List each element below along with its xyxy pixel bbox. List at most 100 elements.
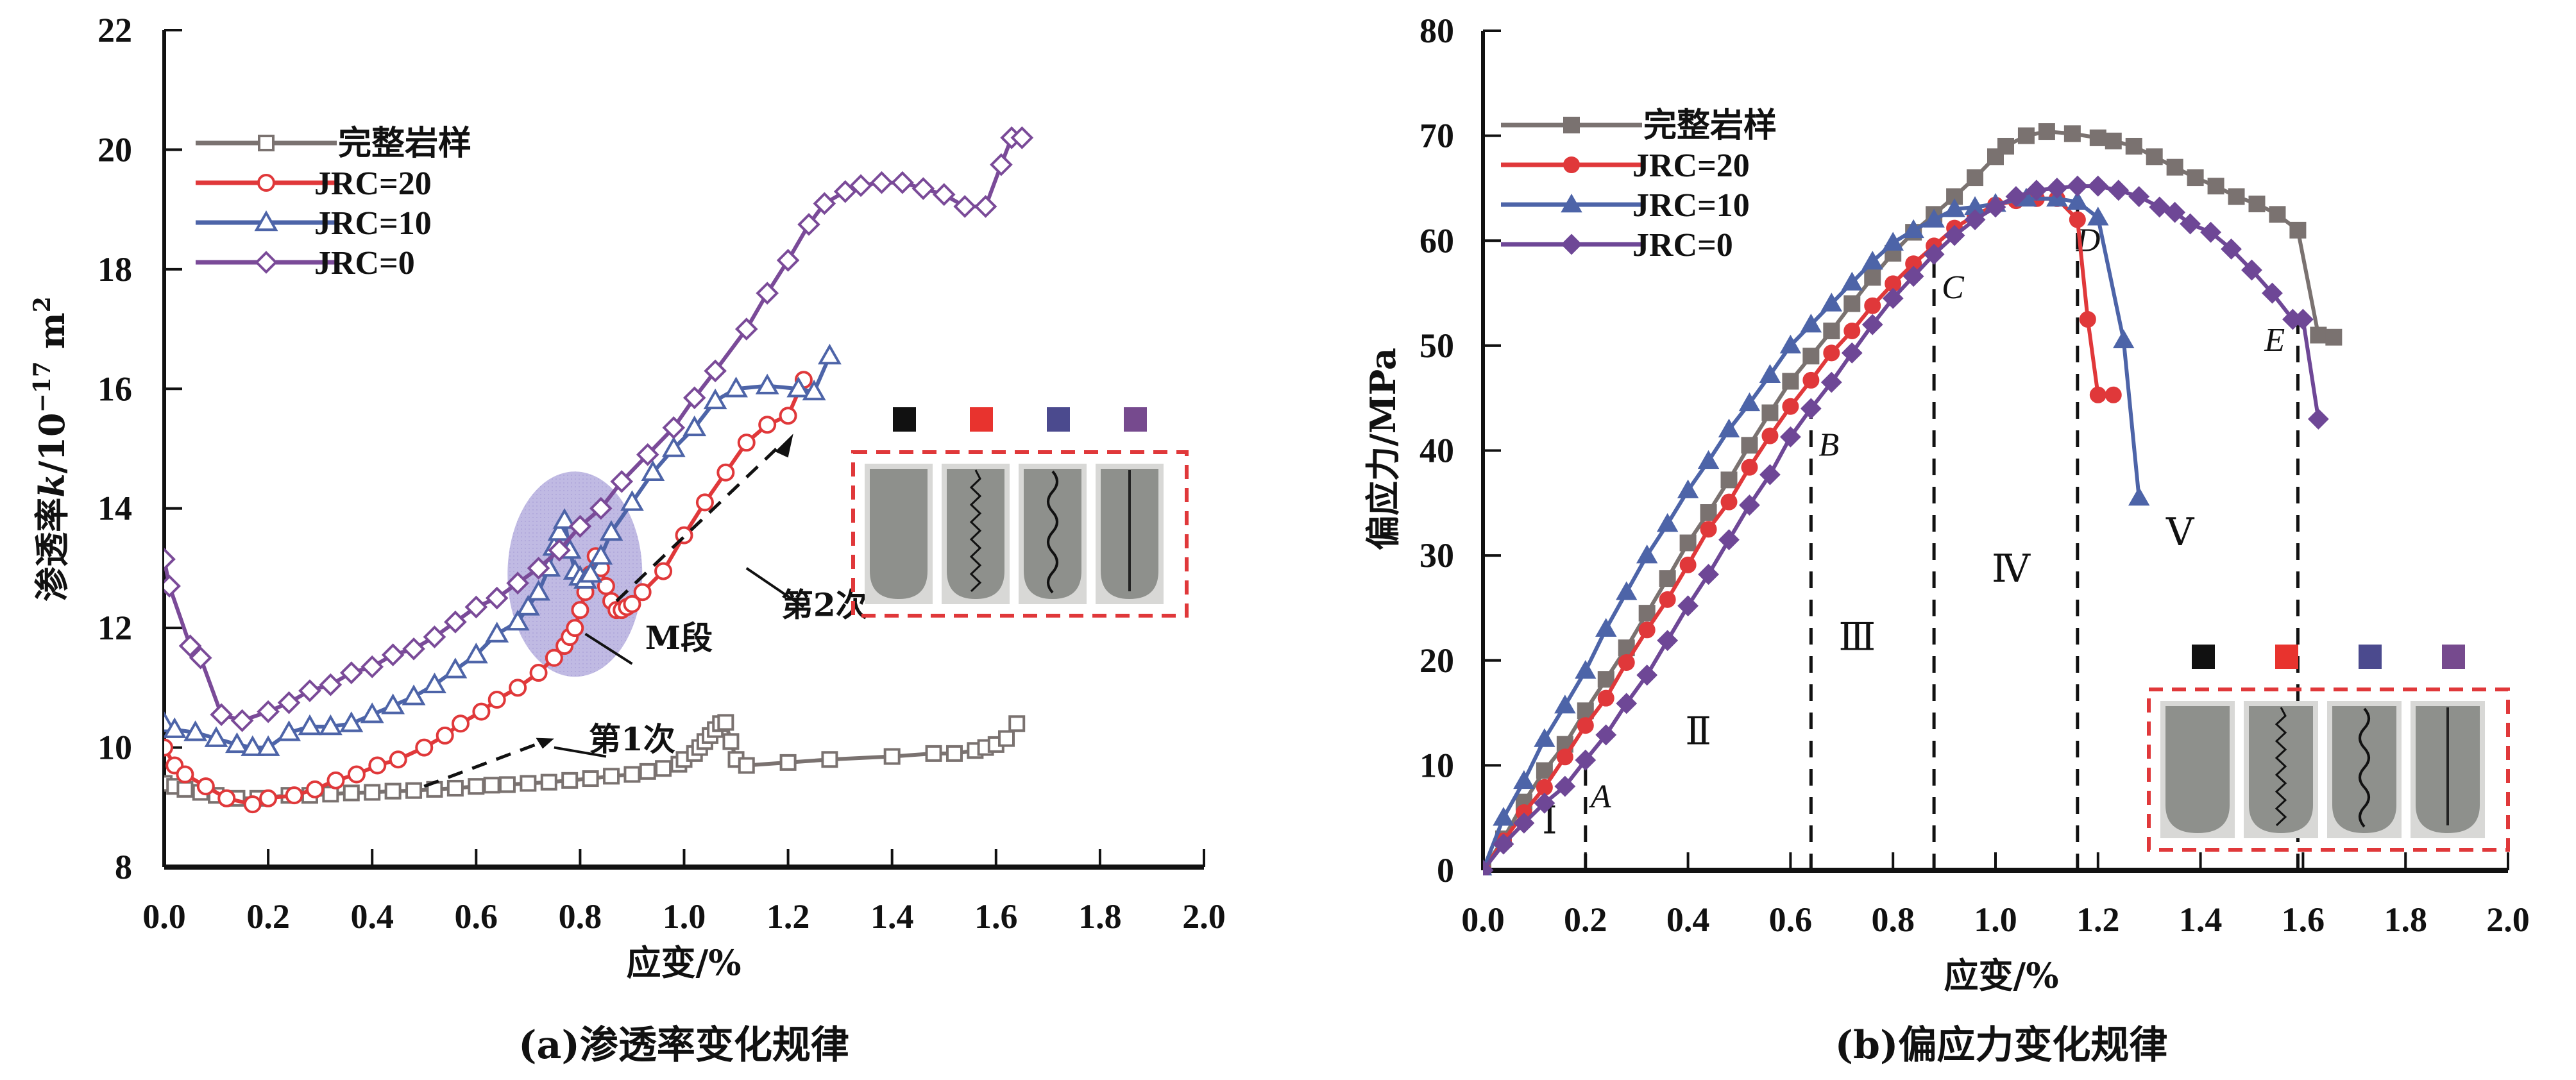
data-point [1923, 208, 1945, 228]
data-point [277, 691, 301, 714]
data-point [1802, 371, 1820, 389]
data-point [891, 171, 914, 194]
data-point [2187, 169, 2204, 187]
data-point [176, 765, 194, 784]
x-tick-label: 0.6 [455, 897, 498, 936]
rock-sample-photo [2244, 701, 2318, 838]
data-point [925, 745, 942, 762]
series-完整岩样 [164, 714, 1026, 807]
data-point [2105, 386, 2122, 403]
data-point [1782, 398, 1799, 415]
data-point [623, 766, 641, 783]
data-point [1493, 807, 1514, 826]
data-point [1010, 126, 1034, 149]
legend-marker [254, 210, 278, 232]
x-tick-label: 0.8 [559, 897, 602, 936]
data-point [722, 733, 740, 750]
y-tick-label: 60 [1419, 221, 1454, 260]
data-point [548, 539, 571, 562]
data-point [464, 595, 488, 619]
legend-label: JRC=10 [314, 205, 432, 242]
data-point [1985, 196, 2006, 218]
data-point [1800, 398, 1822, 419]
inset-frame [851, 450, 1189, 618]
data-point [1902, 266, 1924, 287]
arrow-head-icon [775, 434, 793, 458]
data-point [2089, 386, 2106, 403]
data-point [1597, 689, 1614, 707]
y-tick-label: 20 [97, 130, 132, 169]
legend-label: JRC=0 [314, 245, 415, 282]
data-point [1493, 833, 1514, 855]
data-point [1616, 693, 1638, 714]
data-point [1823, 322, 1840, 339]
data-point [1800, 314, 1822, 333]
rock-cylinder [2165, 706, 2230, 833]
data-point [298, 714, 322, 736]
data-point [1861, 314, 1883, 335]
data-point [1556, 748, 1573, 766]
swatch-icon [970, 407, 993, 432]
data-point [298, 679, 321, 702]
data-point [384, 782, 402, 800]
data-point [911, 177, 935, 200]
stage-label: Ⅴ [2165, 511, 2195, 553]
data-point [210, 703, 233, 727]
data-point [1679, 556, 1697, 573]
y-tick-label: 18 [97, 250, 132, 289]
rock-sample-photo [1096, 464, 1164, 604]
data-point [2128, 186, 2150, 207]
swatch-icon [2359, 645, 2382, 669]
data-point [1657, 630, 1679, 652]
data-point [641, 460, 665, 482]
data-point [797, 213, 820, 236]
data-point [755, 373, 779, 394]
data-point [1923, 244, 1945, 265]
fracture-line [2275, 707, 2287, 827]
data-point [443, 657, 468, 679]
data-point [2105, 132, 2122, 149]
stage-label: Ⅱ [1685, 711, 1711, 753]
data-point [540, 773, 557, 791]
data-point [2166, 158, 2183, 176]
x-tick-label: 0.6 [1769, 900, 1813, 939]
data-point [529, 664, 548, 682]
data-point [339, 711, 364, 732]
legend-item: JRC=20 [196, 165, 432, 202]
data-point [717, 714, 734, 731]
y-tick-label: 22 [97, 11, 132, 49]
data-point [758, 416, 777, 434]
data-point [1534, 728, 1555, 747]
annotation-label: 第1次 [589, 720, 675, 758]
y-axis-title: 渗透率k/10−17 m2 [29, 296, 72, 602]
y-axis-title: 偏应力/MPa [1362, 348, 1403, 550]
trend-arrow-1 [423, 739, 545, 788]
swatch-icon [893, 407, 916, 432]
data-point [483, 777, 500, 794]
data-point [178, 634, 202, 657]
series-JRC=0 [164, 126, 1034, 732]
data-point [599, 519, 623, 541]
stage-label: Ⅲ [1838, 616, 1876, 658]
legend-item: JRC=10 [1501, 187, 1750, 224]
legend-label: 完整岩样 [1643, 107, 1777, 144]
y-tick-label: 12 [97, 609, 132, 647]
point-label: C [1942, 269, 1965, 306]
data-point [1759, 464, 1781, 485]
data-point [724, 376, 748, 398]
data-point [2017, 127, 2035, 144]
data-point [1761, 427, 1779, 444]
data-point [2069, 211, 2086, 228]
data-point [2325, 328, 2343, 346]
data-point [509, 679, 527, 697]
legend-marker [1563, 156, 1580, 173]
series-JRC=0 [1483, 175, 2329, 875]
data-point [204, 726, 228, 747]
data-point [1718, 418, 1740, 438]
data-point [953, 195, 976, 218]
data-point [196, 777, 215, 796]
data-point [1761, 404, 1779, 421]
data-point [1882, 287, 1904, 309]
data-point [2164, 201, 2186, 223]
